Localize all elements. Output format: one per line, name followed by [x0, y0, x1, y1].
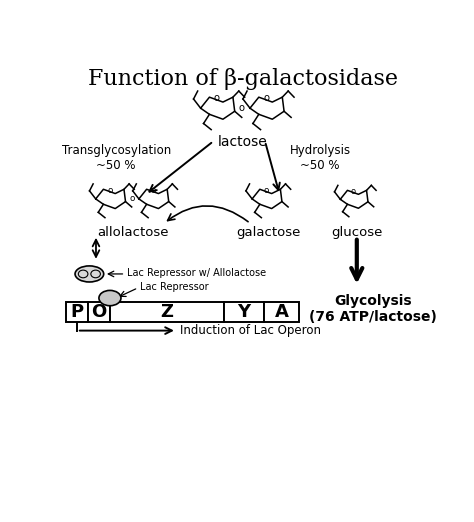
Text: O: O [91, 303, 107, 321]
Text: P: P [70, 303, 83, 321]
Text: o: o [351, 187, 356, 196]
Text: o: o [239, 103, 245, 113]
Text: Z: Z [160, 303, 173, 321]
Ellipse shape [75, 266, 104, 282]
Text: Glycolysis
(76 ATP/lactose): Glycolysis (76 ATP/lactose) [310, 294, 438, 325]
Text: galactose: galactose [237, 227, 301, 240]
Text: o: o [129, 194, 134, 204]
Text: o: o [263, 93, 269, 103]
Text: o: o [264, 186, 269, 195]
Text: Induction of Lac Operon: Induction of Lac Operon [181, 324, 321, 337]
Text: Hydrolysis
~50 %: Hydrolysis ~50 % [290, 145, 351, 172]
Text: o: o [150, 186, 156, 195]
Ellipse shape [78, 270, 88, 278]
Text: glucose: glucose [331, 227, 383, 240]
Text: Transglycosylation
~50 %: Transglycosylation ~50 % [62, 145, 171, 172]
Bar [110, 302, 224, 322]
Text: lactose: lactose [218, 135, 268, 149]
Text: A: A [275, 303, 289, 321]
Text: Y: Y [237, 303, 251, 321]
Text: o: o [107, 186, 112, 195]
Bar [66, 302, 88, 322]
Text: Lac Repressor w/ Allolactose: Lac Repressor w/ Allolactose [127, 268, 266, 278]
Bar [264, 302, 299, 322]
Text: Lac Repressor: Lac Repressor [140, 282, 209, 292]
Text: o: o [214, 93, 220, 103]
Text: Function of β-galactosidase: Function of β-galactosidase [88, 68, 398, 90]
Bar [224, 302, 264, 322]
Text: allolactose: allolactose [97, 227, 168, 240]
Bar [88, 302, 110, 322]
Ellipse shape [99, 290, 121, 306]
Ellipse shape [91, 270, 100, 278]
